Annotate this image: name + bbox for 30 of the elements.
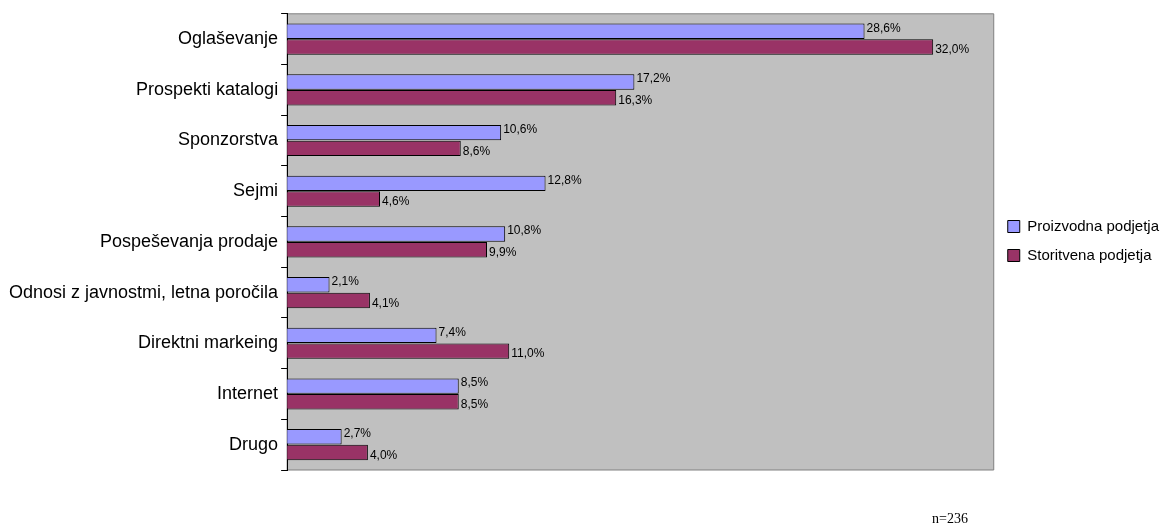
- y-tick-label: Sponzorstva: [178, 129, 280, 150]
- y-tick-label: Prospekti katalogi: [136, 78, 279, 99]
- legend-label: Proizvodna podjetja: [1027, 216, 1160, 234]
- data-label: 17,2%: [636, 71, 671, 86]
- data-label: 7,4%: [438, 324, 467, 339]
- legend-label: Storitvena podjetja: [1027, 245, 1153, 263]
- data-label: 32,0%: [935, 42, 970, 57]
- text: n=236: [932, 510, 968, 526]
- y-tick-label: Sejmi: [233, 180, 279, 201]
- y-tick-label: Internet: [217, 382, 279, 403]
- data-label: 2,7%: [343, 426, 372, 441]
- y-tick-label: Oglaševanje: [178, 28, 279, 49]
- data-label: 28,6%: [866, 20, 901, 35]
- data-label: 4,1%: [371, 295, 400, 310]
- data-label: 4,6%: [382, 194, 410, 209]
- data-label: 10,8%: [507, 223, 542, 238]
- data-label: 11,0%: [511, 346, 545, 361]
- y-tick-label: Direktni markeing: [138, 332, 279, 353]
- data-label: 10,6%: [503, 121, 538, 136]
- data-label: 16,3%: [618, 93, 653, 107]
- y-tick-label: Drugo: [229, 433, 279, 454]
- data-label: 4,0%: [369, 447, 398, 462]
- data-label: 8,6%: [462, 143, 491, 158]
- data-label: 12,8%: [547, 172, 582, 187]
- data-label: 9,9%: [489, 245, 517, 260]
- data-label: 2,1%: [331, 274, 360, 289]
- data-label: 8,5%: [460, 375, 489, 390]
- y-tick-label: Odnosi z javnostmi, letna poročila: [8, 281, 280, 302]
- data-label: 8,5%: [460, 397, 489, 412]
- y-tick-label: Pospeševanja prodaje: [99, 230, 279, 251]
